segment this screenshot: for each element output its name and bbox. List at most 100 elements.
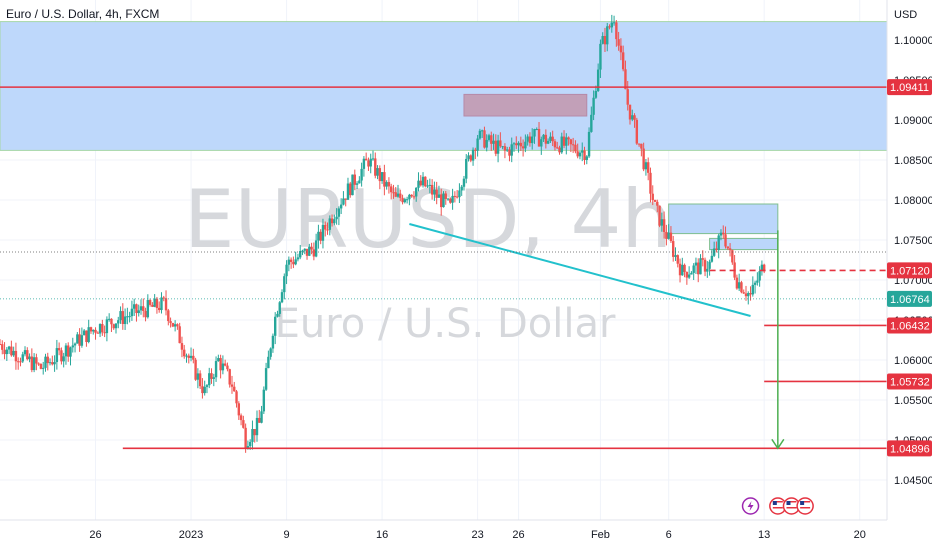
candle-up-body	[524, 141, 527, 149]
candle-down-body	[324, 224, 327, 230]
candle-down-body	[642, 148, 645, 170]
candle-up-body	[426, 185, 429, 187]
candle-up-body	[467, 155, 470, 159]
candle-down-body	[665, 231, 668, 239]
candle-up-body	[76, 334, 79, 344]
candle-down-body	[148, 300, 152, 305]
candle-up-body	[546, 140, 550, 144]
candle-down-body	[624, 69, 627, 90]
candle-down-body	[30, 356, 34, 371]
candle-down-body	[187, 355, 190, 358]
time-tick-label: 26	[89, 529, 101, 541]
candle-up-body	[371, 158, 375, 160]
candle-up-body	[594, 90, 598, 98]
candle-down-body	[603, 35, 607, 45]
candle-up-body	[737, 282, 741, 289]
time-tick-label: 9	[284, 529, 290, 541]
candle-up-body	[262, 389, 266, 412]
candle-down-body	[39, 363, 43, 369]
candle-down-body	[683, 264, 686, 272]
time-tick-label: 6	[666, 529, 672, 541]
grid	[0, 0, 887, 520]
candle-down-body	[740, 282, 743, 293]
candle-up-body	[403, 199, 407, 203]
candle-up-body	[380, 172, 384, 182]
candle-down-body	[469, 155, 472, 161]
candle-down-body	[51, 362, 54, 365]
candle-up-body	[631, 115, 634, 120]
candle-down-body	[387, 182, 391, 187]
candle-up-body	[44, 356, 47, 368]
event-markers[interactable]	[741, 497, 814, 515]
candle-up-body	[255, 417, 259, 436]
candle-down-body	[678, 263, 682, 276]
candle-down-body	[242, 420, 245, 428]
candle-up-body	[5, 349, 9, 355]
candle-up-body	[21, 354, 24, 362]
us-flag-icon[interactable]	[782, 497, 801, 515]
candle-up-body	[248, 441, 252, 447]
price-tick-label: 1.07500	[894, 235, 932, 247]
candle-down-body	[103, 332, 106, 334]
time-tick-label: 23	[471, 529, 483, 541]
candle-down-body	[171, 323, 175, 327]
candle-up-body	[32, 357, 36, 371]
candle-down-body	[440, 194, 443, 208]
price-labels: 1.09411 1.07120 1.06764 1.06432 1.05732 1.048…	[887, 79, 932, 457]
candle-down-body	[244, 427, 247, 449]
target-arrow-head	[771, 438, 785, 450]
candle-up-body	[246, 446, 250, 449]
candle-down-body	[394, 192, 397, 197]
us-flag-icon-ring	[796, 497, 814, 515]
candle-up-body	[681, 264, 684, 276]
candle-up-body	[80, 335, 84, 346]
candle-up-body	[107, 318, 111, 320]
candle-down-body	[444, 193, 447, 199]
candle-down-body	[35, 357, 38, 364]
candle-up-body	[217, 358, 220, 362]
candle-down-body	[176, 324, 179, 327]
candle-down-body	[180, 343, 184, 350]
candle-up-body	[342, 198, 345, 205]
candle-down-body	[3, 349, 6, 355]
us-flag-icon-stripe	[772, 507, 783, 509]
candle-down-body	[430, 184, 434, 195]
candle-up-body	[301, 250, 304, 252]
candle-up-body	[415, 187, 418, 197]
time-tick-label: 16	[376, 529, 388, 541]
candle-up-body	[565, 137, 568, 146]
us-flag-icon[interactable]	[769, 497, 787, 515]
candle-up-body	[303, 248, 306, 251]
candle-up-body	[71, 345, 74, 348]
candle-up-body	[123, 316, 127, 325]
candle-up-body	[501, 146, 504, 148]
candle-up-body	[260, 411, 263, 423]
price-tick-label: 1.08000	[894, 195, 932, 207]
candle-up-body	[592, 97, 595, 115]
candle-up-body	[294, 259, 297, 265]
candle-down-body	[701, 258, 704, 260]
candle-down-body	[378, 168, 382, 182]
candle-down-body	[744, 293, 748, 297]
candle-up-body	[462, 178, 466, 187]
candle-up-body	[73, 343, 77, 346]
price-label: 1.06764	[890, 294, 930, 306]
candle-up-body	[130, 308, 134, 317]
candle-up-body	[606, 26, 609, 45]
candle-up-body	[758, 271, 761, 281]
zone-upper-resistance	[0, 21, 888, 151]
candle-down-body	[228, 369, 231, 385]
candle-down-body	[515, 143, 518, 146]
candle-up-body	[205, 385, 209, 387]
us-flag-icon-canton	[772, 501, 777, 505]
candles[interactable]	[0, 14, 766, 453]
lightning-icon[interactable]	[741, 497, 760, 515]
us-flag-icon-stripe	[800, 507, 811, 509]
drawings[interactable]	[0, 86, 887, 450]
candle-down-body	[112, 324, 115, 329]
candle-up-body	[12, 350, 15, 356]
candle-down-body	[424, 176, 427, 187]
candle-up-body	[526, 136, 529, 142]
us-flag-icon[interactable]	[796, 497, 814, 515]
